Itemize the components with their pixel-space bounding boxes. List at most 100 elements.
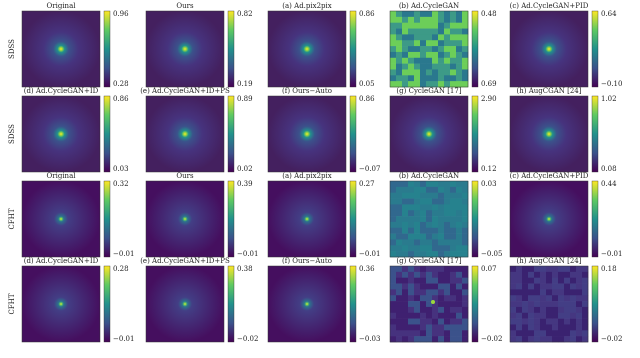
noise-pixel [558, 301, 565, 308]
noise-pixel [552, 318, 559, 325]
noise-pixel [456, 227, 463, 234]
noise-pixel [456, 186, 463, 193]
noise-pixel [444, 204, 451, 211]
noise-pixel [408, 57, 415, 64]
noise-pixel [432, 271, 439, 278]
noise-pixel [540, 318, 547, 325]
panel-title: (e) Ad.CycleGAN+ID+PS [140, 87, 230, 95]
noise-pixel [390, 289, 397, 296]
noise-pixel [408, 192, 415, 199]
noise-pixel [450, 198, 457, 205]
noise-pixel [534, 336, 541, 343]
noise-pixel [396, 266, 403, 273]
noise-pixel [414, 221, 421, 229]
colorbar [471, 95, 479, 173]
noise-pixel [450, 63, 457, 70]
colorbar-min: 0.69 [481, 80, 497, 88]
noise-pixel [426, 69, 433, 76]
noise-pixel [570, 266, 577, 273]
noise-pixel [438, 336, 445, 343]
image-bg [146, 266, 224, 342]
colorbar [227, 95, 235, 173]
noise-pixel [528, 266, 535, 273]
colorbar [591, 10, 599, 88]
noise-pixel [438, 16, 445, 23]
noise-pixel [438, 301, 445, 308]
panel-image [22, 266, 100, 342]
noise-pixel [432, 324, 439, 331]
noise-pixel [426, 266, 433, 273]
colorbar-min: 0.19 [237, 80, 253, 88]
noise-pixel [438, 51, 445, 59]
noise-pixel [450, 245, 457, 252]
noise-pixel [456, 216, 463, 223]
noise-pixel [426, 233, 433, 240]
noise-pixel [390, 330, 397, 337]
noise-pixel [396, 312, 403, 319]
noise-pixel [420, 40, 427, 47]
noise-pixel [528, 289, 535, 296]
noise-pixel [420, 283, 427, 290]
noise-pixel [408, 239, 415, 246]
noise-pixel [432, 289, 439, 296]
noise-pixel [564, 271, 571, 278]
noise-pixel [456, 28, 463, 35]
noise-pixel [414, 16, 421, 23]
noise-pixel [420, 251, 427, 258]
noise-pixel [408, 16, 415, 23]
noise-pixel [540, 283, 547, 290]
noise-pixel [534, 312, 541, 319]
noise-pixel [432, 63, 439, 70]
colorbar-min: −0.03 [359, 335, 380, 343]
noise-pixel [390, 204, 397, 211]
noise-pixel [414, 330, 421, 337]
noise-pixel [420, 266, 427, 273]
noise-pixel [462, 251, 469, 258]
colorbar-min: −0.01 [237, 250, 258, 258]
noise-pixel [522, 277, 529, 284]
noise-pixel [528, 336, 535, 343]
noise-pixel [426, 271, 433, 278]
noise-pixel [450, 51, 457, 59]
noise-pixel [438, 306, 445, 314]
image-frame [145, 10, 225, 88]
image-bg [268, 266, 346, 342]
noise-pixel [522, 283, 529, 290]
panel-title: (c) Ad.CycleGAN+PID [510, 172, 589, 180]
noise-pixel [444, 245, 451, 252]
image-bg [22, 181, 100, 257]
noise-pixel [396, 245, 403, 252]
noise-pixel [570, 312, 577, 319]
noise-pixel [408, 312, 415, 319]
noise-pixel [426, 245, 433, 252]
noise-pixel [438, 283, 445, 290]
noise-pixel [390, 181, 397, 188]
noise-pixel [516, 266, 523, 273]
noise-pixel [402, 46, 409, 53]
noise-pixel [420, 11, 427, 18]
noise-pixel [462, 198, 469, 205]
noise-pixel [438, 22, 445, 29]
panel-title: (f) Ours−Auto [282, 257, 332, 265]
noise-pixel [390, 40, 397, 47]
noise-pixel [462, 221, 469, 229]
noise-pixel [438, 289, 445, 296]
noise-pixel [570, 283, 577, 290]
noise-pixel [390, 22, 397, 29]
noise-pixel [414, 277, 421, 284]
noise-pixel [408, 301, 415, 308]
noise-pixel [402, 198, 409, 205]
panel-image [510, 266, 589, 343]
panel-title: (d) Ad.CycleGAN+ID [24, 257, 99, 265]
image-frame [21, 95, 101, 173]
noise-pixel [438, 46, 445, 53]
panel-image [390, 181, 469, 258]
noise-pixel [576, 283, 583, 290]
noise-pixel [390, 233, 397, 240]
image-bg [510, 11, 588, 87]
noise-pixel [396, 51, 403, 59]
panel-title: (d) Ad.CycleGAN+ID [24, 87, 99, 95]
noise-pixel [432, 312, 439, 319]
noise-pixel [408, 63, 415, 70]
